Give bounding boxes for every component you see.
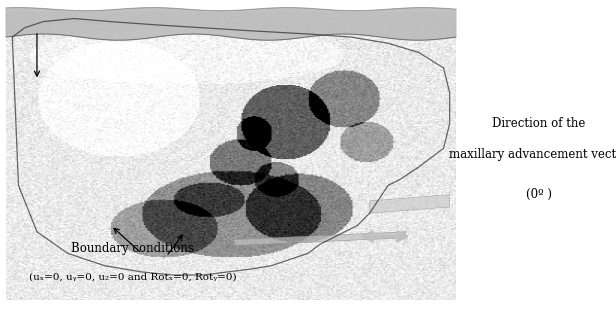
Text: (uₓ=0, uᵧ=0, u₂=0 and Rotₓ=0, Rotᵧ=0): (uₓ=0, uᵧ=0, u₂=0 and Rotₓ=0, Rotᵧ=0) [28, 272, 237, 281]
Text: (0º ): (0º ) [526, 188, 552, 201]
Text: maxillary advancement vector: maxillary advancement vector [449, 148, 616, 161]
Polygon shape [234, 232, 407, 246]
Text: Direction of the: Direction of the [492, 117, 586, 130]
Text: Boundary conditions: Boundary conditions [71, 242, 194, 255]
Polygon shape [6, 8, 456, 40]
Polygon shape [370, 195, 450, 213]
